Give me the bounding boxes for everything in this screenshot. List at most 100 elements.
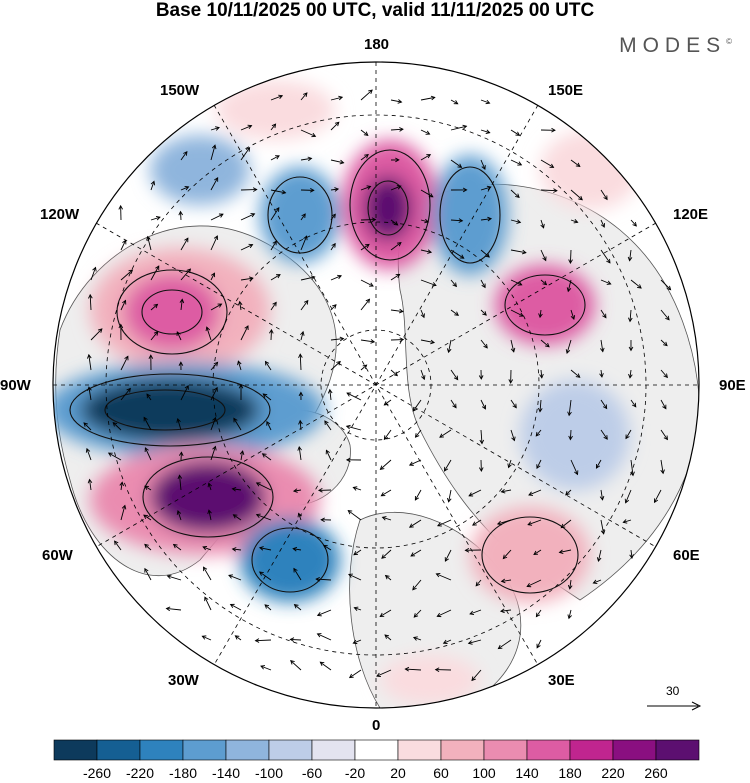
wind-vector-arrow: [360, 153, 369, 161]
colorbar-tick-label: 180: [558, 765, 582, 781]
colorbar-tick-label: -20: [345, 765, 365, 781]
wind-vector-arrow: [360, 89, 373, 101]
wind-vector-arrow: [330, 95, 344, 101]
wind-vector-arrow: [630, 279, 642, 289]
wind-vector-arrow: [240, 325, 249, 341]
wind-vector-arrow: [502, 549, 512, 560]
wind-vector-arrow: [352, 486, 362, 491]
anomaly-n-pos-inner: [364, 176, 412, 240]
wind-vector-arrow: [297, 445, 302, 461]
wind-vector-arrow: [240, 124, 253, 131]
wind-vector-arrow: [600, 249, 611, 264]
wind-vector-arrow: [270, 240, 277, 251]
wind-vector-arrow: [630, 399, 637, 408]
wind-vector-arrow: [180, 150, 188, 161]
wind-vector-arrow: [205, 326, 212, 341]
wind-vector-arrow: [390, 308, 404, 314]
wind-vector-arrow: [390, 273, 401, 281]
wind-vector-arrow: [317, 487, 332, 493]
wind-vector-arrow: [144, 543, 152, 551]
wind-vector-arrow: [450, 187, 468, 193]
wind-vector-arrow: [467, 639, 482, 645]
wind-vector-arrow: [180, 237, 189, 251]
brand-mark: ©: [726, 37, 732, 46]
colorbar-tick-label: 20: [390, 765, 406, 781]
wind-vector-arrow: [434, 667, 452, 673]
wind-vector-arrow: [414, 429, 422, 438]
wind-vector-arrow: [270, 94, 284, 101]
wind-vector-arrow: [450, 159, 463, 168]
wind-vector-arrow: [347, 510, 362, 521]
wind-vector-arrow: [180, 268, 192, 281]
wind-vector-arrow: [628, 369, 633, 379]
wind-vector-arrow: [143, 416, 152, 431]
wind-vector-arrow: [264, 604, 272, 611]
map-border: [52, 61, 700, 709]
wind-vector-arrow: [300, 156, 313, 162]
lon-label-60e: 60E: [673, 547, 700, 564]
wind-vector-arrow: [201, 635, 212, 641]
wind-vector-arrow: [300, 299, 309, 311]
wind-vector-arrow: [439, 429, 452, 438]
wind-vector-arrow: [300, 187, 315, 193]
wind-vector-arrow: [450, 369, 459, 381]
wind-vector-arrow: [381, 516, 392, 521]
wind-vector-arrow: [322, 544, 332, 551]
wind-vector-arrow: [471, 669, 482, 682]
lon-label-150w: 150W: [160, 82, 200, 99]
wind-vector-arrow: [360, 298, 371, 311]
wind-vector-arrow: [570, 309, 576, 320]
wind-vector-arrow: [360, 364, 368, 371]
wind-vector-arrow: [436, 609, 452, 618]
wind-vector-arrow: [600, 429, 608, 440]
graticule: [53, 62, 699, 708]
wind-vector-arrow: [500, 578, 512, 584]
wind-vector-arrow: [261, 453, 272, 461]
wind-vector-arrow: [270, 123, 277, 131]
wind-vector-arrow: [510, 219, 522, 224]
wind-vector-arrow: [118, 204, 124, 221]
wind-vector-arrow: [360, 217, 377, 222]
wind-vector-arrow: [420, 309, 425, 319]
wind-vector-arrow: [627, 309, 633, 323]
wind-vector-arrow: [176, 417, 182, 431]
wind-vector-arrow: [240, 213, 256, 221]
vector-key: [647, 701, 702, 711]
wind-vector-arrow: [526, 579, 542, 588]
colorbar-tick-label: 100: [472, 765, 496, 781]
wind-vector-arrow: [408, 459, 422, 466]
anomaly-bottom-pos: [380, 655, 480, 705]
wind-vector-arrow: [442, 639, 452, 645]
wind-vector-arrow: [232, 514, 242, 521]
wind-vector-arrow: [260, 665, 272, 671]
wind-vector-arrow: [345, 424, 362, 431]
wind-vector-arrow: [510, 399, 517, 409]
wind-vector-arrow: [360, 339, 376, 344]
contour-line: [116, 269, 228, 355]
wind-vector-arrow: [497, 639, 512, 650]
wind-vector-arrow: [353, 549, 362, 556]
wind-vector-arrow: [119, 481, 124, 491]
wind-vector-arrow: [384, 574, 392, 581]
wind-vector-arrow: [390, 242, 402, 251]
wind-vector-arrow: [468, 489, 482, 497]
wind-vector-arrow: [560, 519, 572, 529]
wind-vector-arrow: [625, 429, 632, 440]
wind-vector-arrow: [300, 92, 308, 101]
wind-vector-arrow: [346, 392, 362, 401]
contour-line: [367, 180, 409, 236]
wind-vector-arrow: [300, 235, 308, 251]
wind-vector-arrow: [330, 159, 345, 165]
wind-vector-arrow: [316, 633, 332, 641]
wind-vector-arrow: [90, 266, 97, 281]
wind-vector-arrow: [469, 609, 482, 616]
colorbar-tick-label: -220: [126, 765, 154, 781]
wind-vector-arrow: [510, 189, 520, 199]
wind-vector-arrow: [539, 369, 544, 379]
wind-vector-arrow: [144, 447, 152, 461]
wind-vector-arrow: [629, 549, 634, 559]
wind-vector-arrow: [450, 218, 464, 223]
lon-label-120w: 120W: [40, 206, 80, 223]
contour-line: [251, 527, 329, 593]
wind-vector-arrow: [379, 459, 392, 471]
